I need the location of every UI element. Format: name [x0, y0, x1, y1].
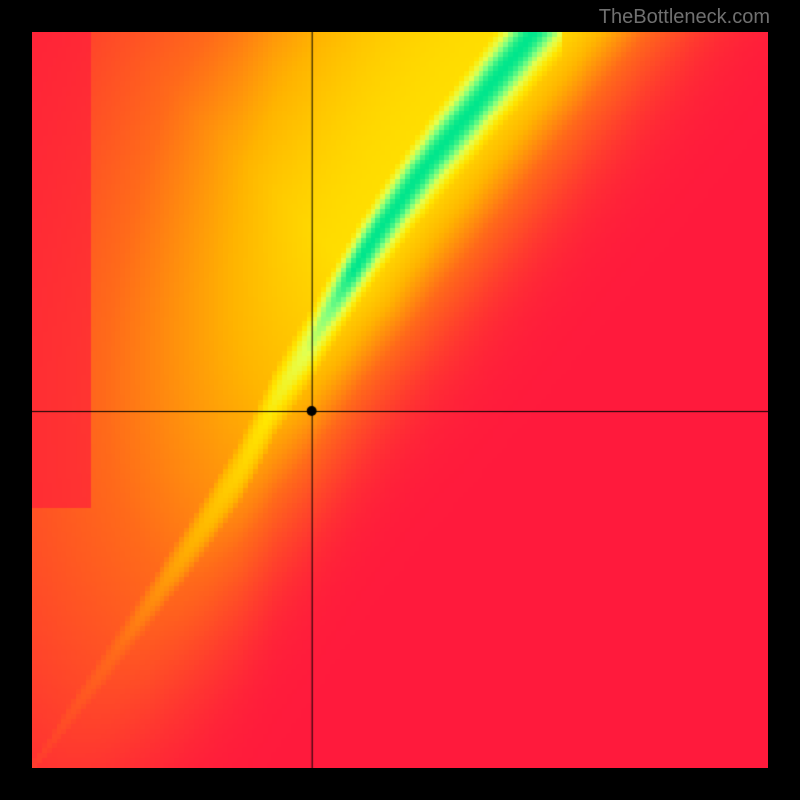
heatmap-canvas	[32, 32, 768, 768]
heatmap-plot	[32, 32, 768, 768]
watermark-text: TheBottleneck.com	[599, 6, 770, 29]
